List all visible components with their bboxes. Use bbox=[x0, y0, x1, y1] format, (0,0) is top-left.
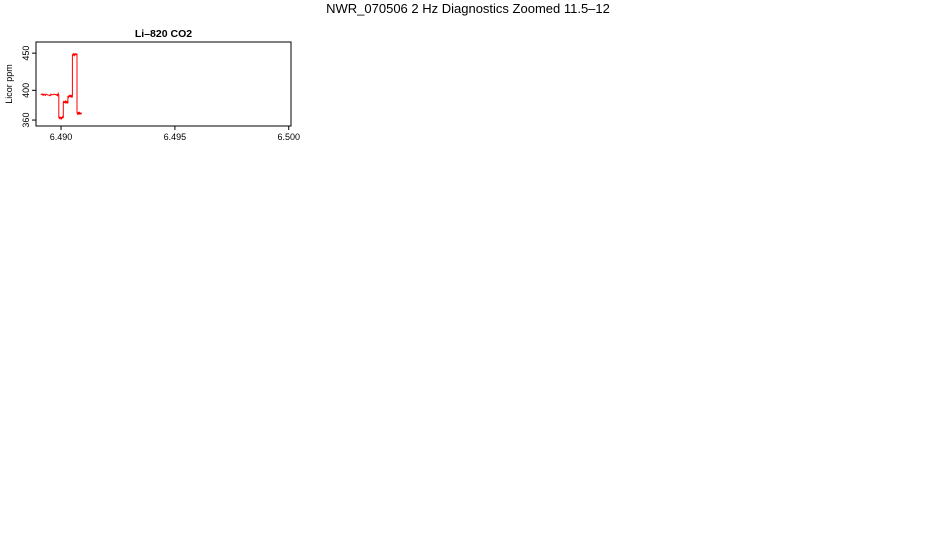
x-tick-label: 6.500 bbox=[277, 132, 300, 142]
y-axis-label: Licor ppm bbox=[4, 64, 14, 104]
x-tick-label: 6.495 bbox=[164, 132, 187, 142]
x-tick-label: 6.490 bbox=[50, 132, 73, 142]
plot-frame bbox=[35, 41, 292, 127]
series-line bbox=[40, 52, 82, 121]
chart-title: Li–820 CO2 bbox=[135, 28, 192, 40]
y-tick-label: 450 bbox=[21, 46, 31, 61]
page-title: NWR_070506 2 Hz Diagnostics Zoomed 11.5–… bbox=[326, 1, 610, 16]
chart-co2: Li–820 CO2 6.490 6.495 6.500 360 400 450 Licor … bbox=[4, 28, 300, 142]
y-tick-label: 360 bbox=[21, 113, 31, 128]
y-tick-label: 400 bbox=[21, 83, 31, 98]
